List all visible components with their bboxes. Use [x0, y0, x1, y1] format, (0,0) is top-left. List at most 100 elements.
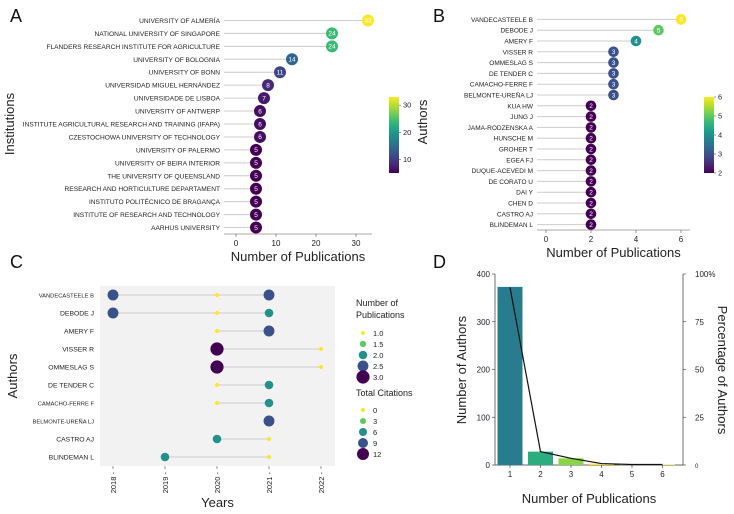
panel-letter-B: B — [433, 6, 445, 26]
x-tick-label: 4 — [634, 235, 639, 244]
category-label: UNIVERSIDAD MIGUEL HERNÁNDEZ — [105, 81, 220, 90]
data-label: 5 — [254, 199, 258, 206]
lollipop-dot — [608, 68, 619, 79]
lollipop-dot — [326, 40, 338, 53]
category-label: CAMACHO-FERRE F — [470, 82, 533, 89]
x-tick-label: 6 — [679, 235, 684, 244]
data-label: 3 — [612, 49, 616, 56]
lollipop-dot — [585, 176, 597, 187]
legend-color-key — [360, 418, 366, 424]
lollipop-dot — [653, 24, 664, 36]
timeline-point — [319, 365, 323, 369]
data-label: 4 — [634, 38, 638, 45]
x-tick-label: 3 — [569, 470, 574, 479]
category-label: CAMACHO-FERRE F — [38, 402, 95, 408]
timeline-point — [215, 383, 219, 387]
x-tick-label: 2019 - — [161, 472, 170, 494]
lollipop-dot — [585, 100, 597, 112]
x-tick-label: 4 — [599, 470, 604, 479]
y-tick-label: 200 — [477, 366, 491, 375]
timeline-point — [215, 401, 219, 405]
category-label: GROHER T — [499, 147, 533, 154]
plot-area — [537, 14, 690, 230]
category-label: CHEN D — [508, 201, 533, 208]
lollipop-dot — [258, 92, 270, 105]
y-right-tick-label: 50 — [695, 366, 704, 375]
category-label: DAI Y — [516, 190, 534, 197]
category-label: BELMONTE-UREÑA LJ — [464, 91, 533, 100]
legend-color-key — [361, 408, 365, 412]
x-tick-label: 6 — [660, 470, 665, 479]
category-label: DE TENDER C — [489, 71, 533, 78]
x-tick-label: 5 — [630, 470, 635, 479]
colorbar — [704, 97, 714, 173]
x-tick-label: 1 — [508, 470, 513, 479]
category-label: INSTITUTE OF RESEARCH AND TECHNOLOGY — [73, 212, 220, 219]
lollipop-dot — [262, 79, 274, 92]
legend-size-key — [357, 360, 369, 372]
panel-D: D 0 100 200 300 400 0 25 50 75 100% 1 2 3 4 5 6 Number of… — [433, 252, 730, 506]
category-label: INSTITUTE AGRICULTURAL RESEARCH AND TRAI… — [23, 122, 220, 129]
category-label: DUQUE-ACEVEDI M — [472, 168, 533, 175]
bar — [589, 463, 614, 465]
lollipop-dot — [250, 195, 262, 208]
legend-color-key — [359, 428, 367, 436]
data-label: 2 — [589, 135, 593, 142]
category-label: UNIVERSITY OF ALMERÍA — [139, 16, 220, 25]
lollipop-dot — [585, 219, 597, 230]
lollipop-dot — [585, 208, 597, 220]
data-label: 3 — [612, 92, 616, 99]
lollipop-dot — [250, 143, 262, 156]
x-tick-label: 0 — [234, 239, 239, 248]
timeline-point — [263, 289, 275, 301]
lollipop-dot — [250, 156, 262, 169]
data-label: 5 — [254, 160, 258, 167]
y-axis-label: Institutions — [2, 92, 17, 155]
data-label: 24 — [328, 44, 336, 51]
timeline-point — [263, 415, 275, 427]
category-label: JUNG J — [510, 114, 533, 121]
timeline-point — [263, 325, 275, 337]
category-label: AMERY F — [504, 39, 533, 46]
x-tick-label: 2022 - — [317, 472, 326, 494]
timeline-point — [264, 398, 274, 408]
legend-size-label: 1.5 — [373, 340, 383, 349]
category-label: OMMESLAG S — [48, 365, 94, 372]
legend-color-label: 6 — [373, 428, 377, 437]
category-label: JAMA-RODZENSKA A — [468, 125, 534, 132]
x-axis-label: Years — [201, 495, 234, 510]
data-label: 24 — [328, 31, 336, 38]
data-label: 2 — [589, 114, 593, 121]
lollipop-dot — [254, 105, 266, 118]
category-label: UNIVERSITY OF BOLOGNIA — [133, 57, 220, 64]
lollipop-dot — [608, 89, 619, 101]
data-label: 11 — [277, 70, 284, 77]
data-label: 6 — [258, 108, 262, 115]
lollipop-dot — [585, 165, 597, 176]
legend-color-key — [357, 448, 369, 460]
y-right-tick-label: 0 — [695, 464, 699, 470]
data-label: 14 — [288, 57, 296, 64]
lollipop-dot — [585, 143, 597, 155]
lollipop-dot — [250, 208, 262, 221]
data-label: 5 — [254, 225, 258, 232]
category-label: BLINDEMAN L — [49, 455, 95, 462]
data-label: 2 — [589, 125, 593, 132]
lollipop-dot — [585, 122, 597, 133]
category-label: UNIVERSITY OF BEIRA INTERIOR — [115, 160, 220, 167]
y-axis-label: Number of Authors — [454, 315, 469, 424]
timeline-point — [319, 347, 323, 351]
lollipop-dot — [630, 35, 642, 47]
x-tick-label: 10 — [272, 239, 281, 248]
category-label: DE TENDER C — [48, 383, 94, 390]
category-label: THE UNIVERSITY OF QUEENSLAND — [107, 173, 220, 180]
panel-letter-A: A — [10, 6, 22, 26]
y-tick-label: 100 — [477, 413, 491, 422]
y-right-tick-label: 100% — [695, 270, 715, 279]
category-label: RESEARCH AND HORTICULTURE DEPARTAMENT — [65, 186, 220, 193]
category-label: NATIONAL UNIVERSITY OF SINGAPORE — [94, 31, 220, 38]
timeline-point — [215, 311, 219, 315]
lollipop-dot — [585, 154, 597, 166]
timeline-point — [210, 360, 224, 374]
